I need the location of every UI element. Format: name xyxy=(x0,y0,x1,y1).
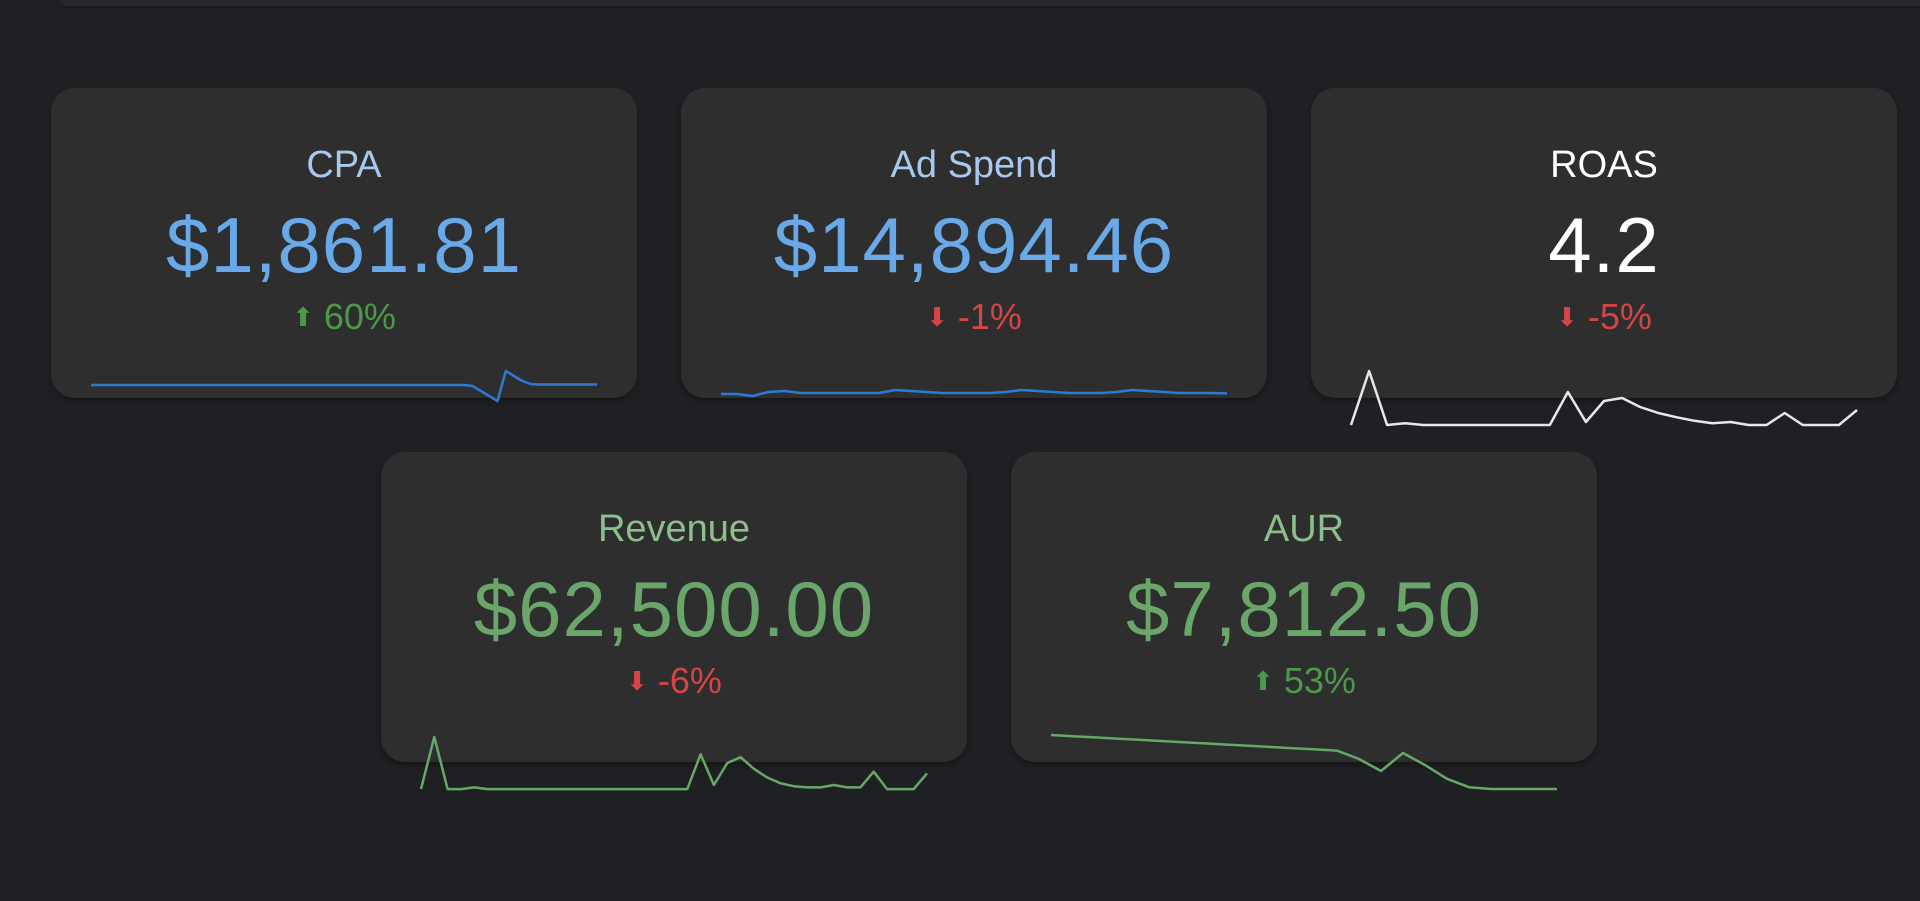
kpi-sparkline xyxy=(1050,733,1557,791)
kpi-delta-text: 60% xyxy=(323,296,396,337)
kpi-delta-text: -1% xyxy=(957,296,1022,337)
kpi-card-aur[interactable]: AUR $7,812.50 ⬆ 53% xyxy=(1011,452,1597,791)
kpi-card-cpa[interactable]: CPA $1,861.81 ⬆ 60% xyxy=(51,88,637,403)
kpi-delta-text: -6% xyxy=(657,660,722,701)
kpi-title: Ad Spend xyxy=(890,144,1058,186)
sparkline-path xyxy=(1050,733,1557,791)
kpi-value: 4.2 xyxy=(1548,201,1660,289)
kpi-delta: ⬆ 53% xyxy=(1011,660,1597,702)
sparkline-path xyxy=(419,735,928,791)
kpi-sparkline xyxy=(91,369,597,403)
top-bar xyxy=(60,0,1920,8)
kpi-title: AUR xyxy=(1263,508,1345,550)
kpi-delta: ⬆ 60% xyxy=(51,296,637,338)
kpi-delta-text: 53% xyxy=(1283,660,1356,701)
arrow-down-icon: ⬇ xyxy=(626,666,648,696)
arrow-down-icon: ⬇ xyxy=(926,302,948,332)
kpi-sparkline xyxy=(1349,369,1858,427)
kpi-sparkline xyxy=(721,388,1228,398)
sparkline-path xyxy=(1349,369,1858,427)
kpi-value: $14,894.46 xyxy=(773,201,1175,289)
kpi-value: $1,861.81 xyxy=(165,201,522,289)
sparkline-path xyxy=(91,369,597,403)
arrow-up-icon: ⬆ xyxy=(1252,666,1274,696)
kpi-card-revenue[interactable]: Revenue $62,500.00 ⬇ -6% xyxy=(381,452,967,791)
kpi-delta: ⬇ -1% xyxy=(681,296,1267,338)
kpi-delta-text: -5% xyxy=(1587,296,1652,337)
kpi-sparkline xyxy=(419,735,928,791)
kpi-value: $7,812.50 xyxy=(1125,565,1482,653)
kpi-title: CPA xyxy=(306,144,382,186)
kpi-card-roas[interactable]: ROAS 4.2 ⬇ -5% xyxy=(1311,88,1897,427)
kpi-title: ROAS xyxy=(1550,144,1658,186)
sparkline-path xyxy=(721,388,1228,398)
kpi-value: $62,500.00 xyxy=(473,565,875,653)
kpi-card-ad-spend[interactable]: Ad Spend $14,894.46 ⬇ -1% xyxy=(681,88,1267,398)
kpi-delta: ⬇ -6% xyxy=(381,660,967,702)
arrow-up-icon: ⬆ xyxy=(292,302,314,332)
arrow-down-icon: ⬇ xyxy=(1556,302,1578,332)
kpi-delta: ⬇ -5% xyxy=(1311,296,1897,338)
kpi-title: Revenue xyxy=(597,508,751,550)
